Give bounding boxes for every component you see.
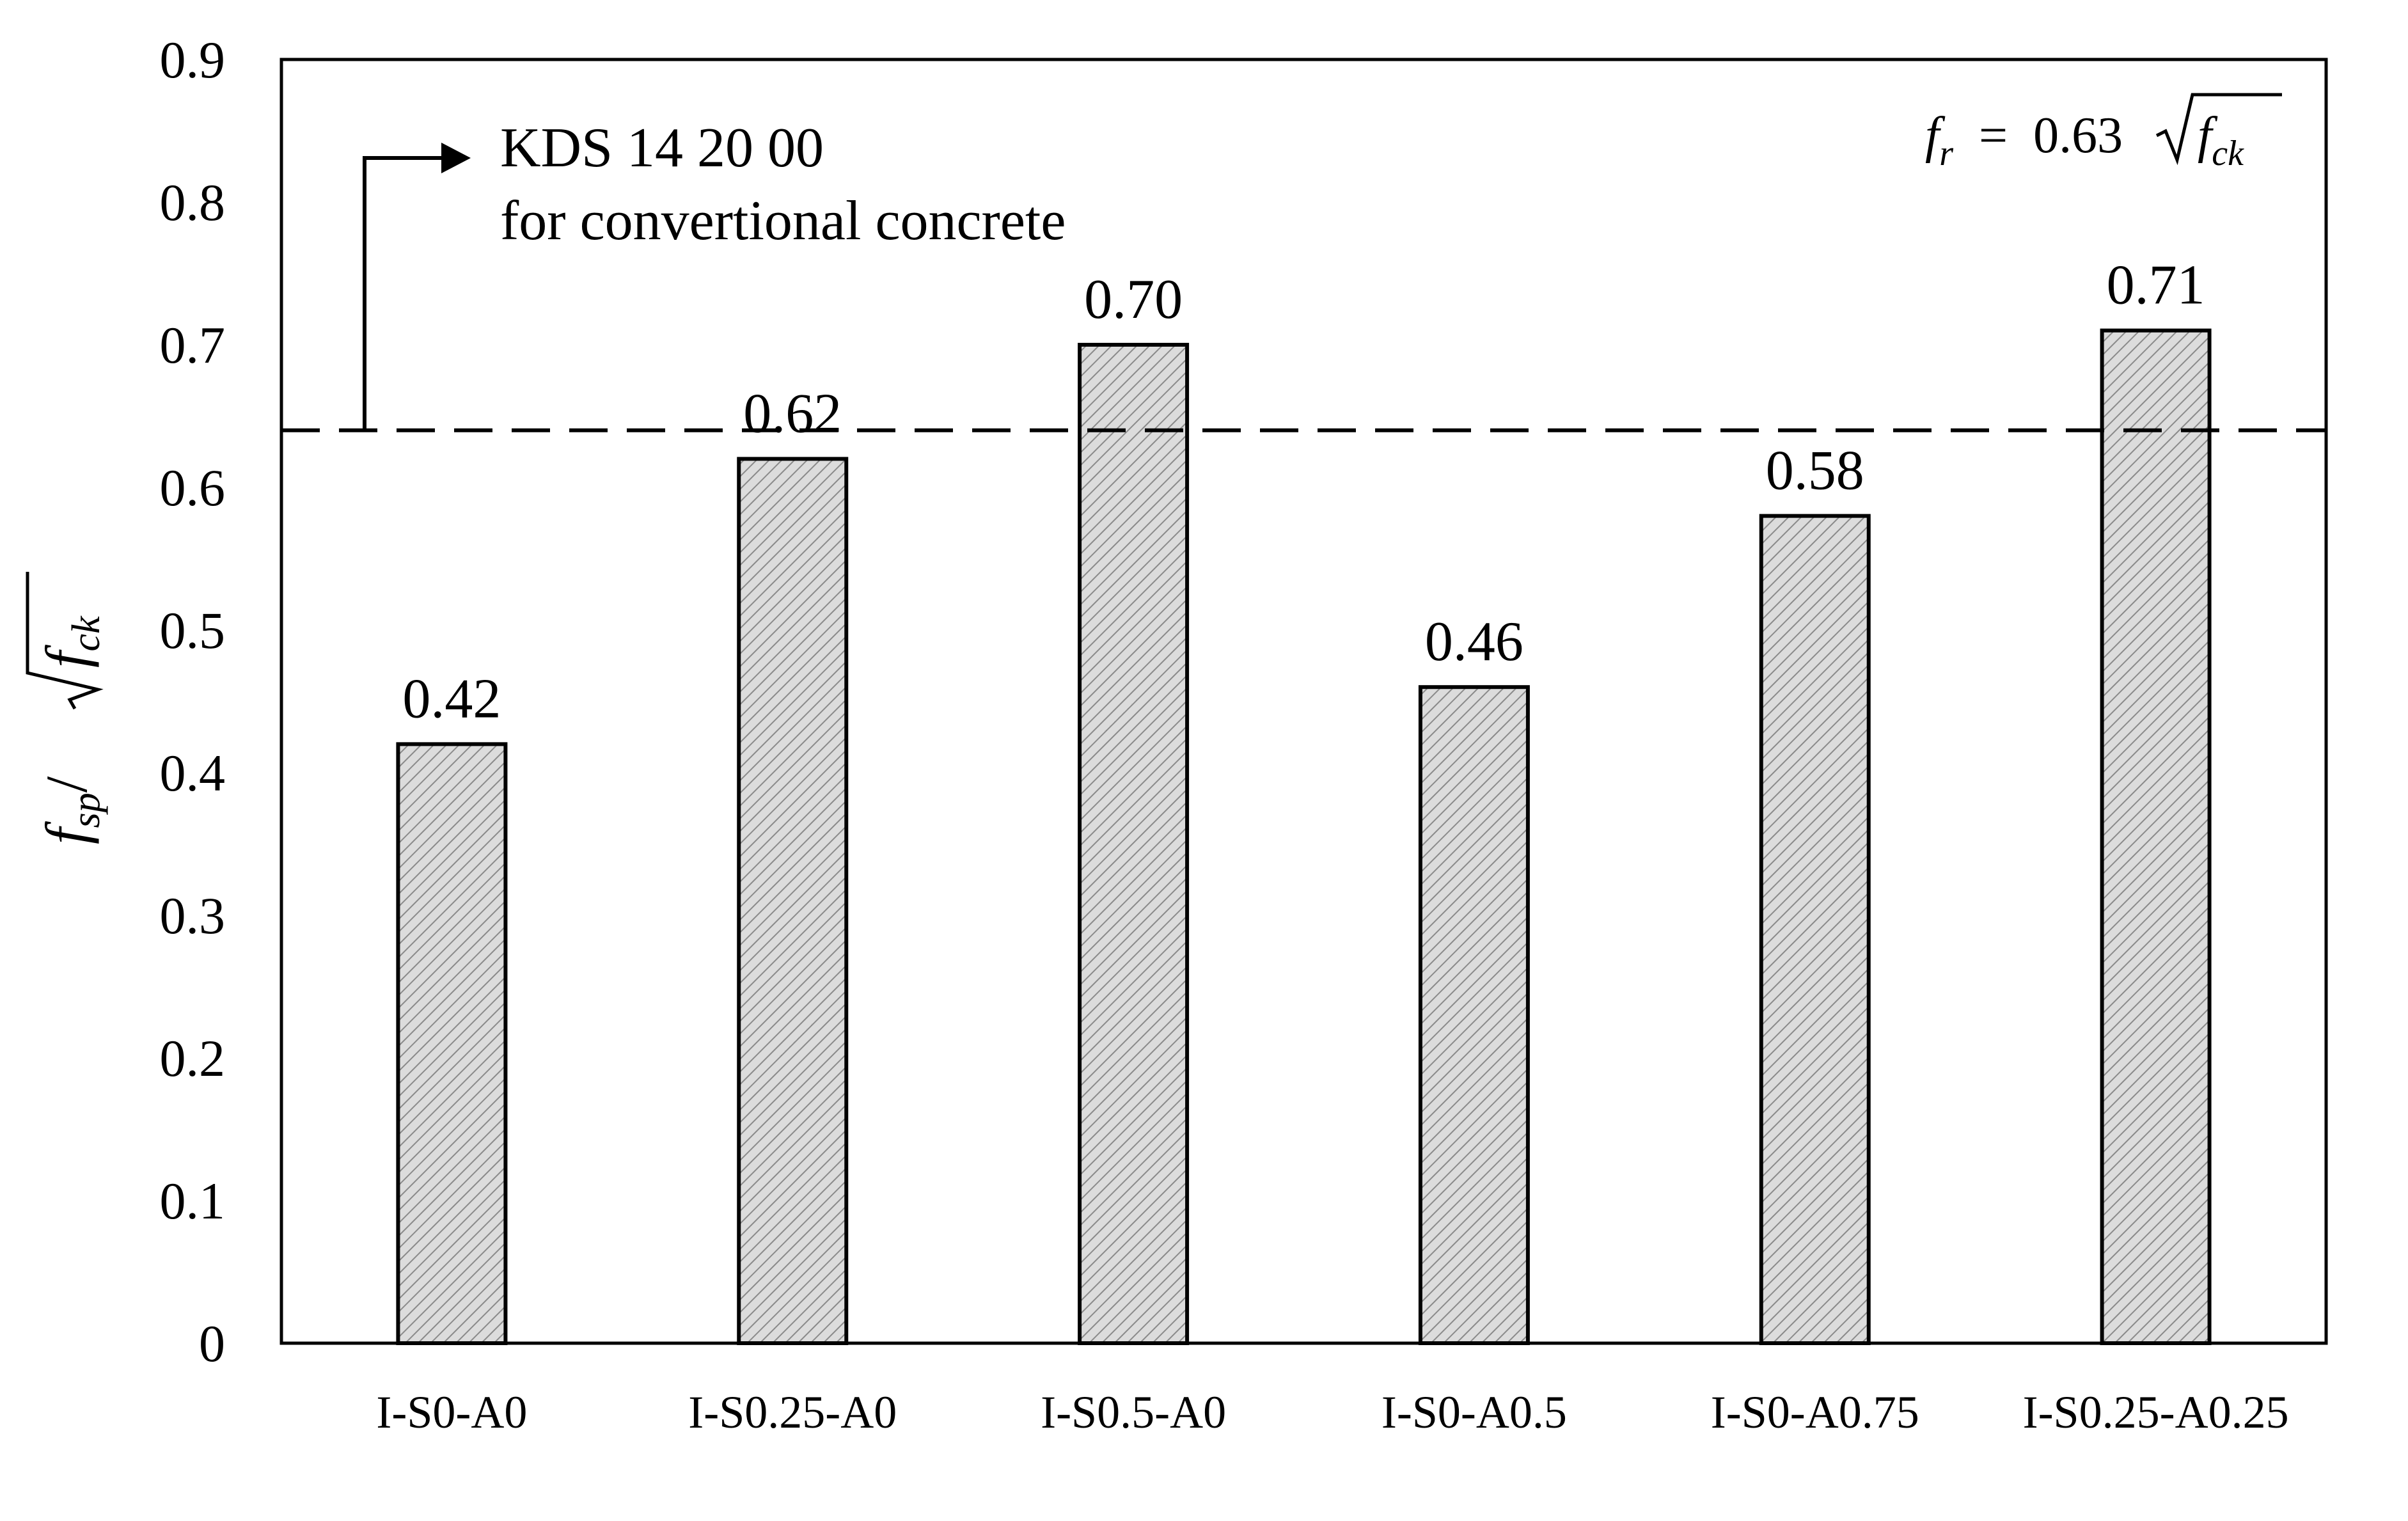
data-label: 0.62 bbox=[743, 382, 842, 445]
y-tick-label: 0.9 bbox=[160, 31, 226, 89]
y-tick-label: 0.7 bbox=[160, 316, 226, 374]
x-tick-label: I-S0.25-A0.25 bbox=[2023, 1387, 2289, 1438]
y-tick-label: 0.2 bbox=[160, 1029, 226, 1087]
svg-text:fck: fck bbox=[2198, 107, 2244, 173]
ylabel-sub: sp bbox=[65, 792, 108, 828]
data-label: 0.71 bbox=[2107, 255, 2205, 317]
y-tick-label: 0.5 bbox=[160, 601, 226, 659]
y-tick-label: 0 bbox=[199, 1314, 225, 1373]
y-tick-label: 0.6 bbox=[160, 459, 226, 517]
y-tick-label: 0.1 bbox=[160, 1172, 226, 1230]
y-tick-label: 0.4 bbox=[160, 744, 226, 802]
annotation-arrow-line bbox=[363, 156, 441, 430]
formula-lhs-sub: r bbox=[1939, 134, 1953, 173]
x-tick-label: I-S0-A0.5 bbox=[1381, 1387, 1567, 1438]
bar bbox=[2100, 328, 2212, 1346]
y-axis-label: fsp/ fck bbox=[26, 572, 108, 844]
x-tick-label: I-S0.25-A0 bbox=[688, 1387, 897, 1438]
x-tick-label: I-S0-A0 bbox=[376, 1387, 527, 1438]
y-tick-label: 0.3 bbox=[160, 887, 226, 945]
reference-label-line2: for convertional concrete bbox=[500, 190, 1066, 252]
ylabel-slash: / bbox=[34, 776, 99, 792]
annotation-arrow-head bbox=[441, 143, 471, 173]
bar bbox=[1418, 685, 1530, 1345]
formula-radical-sign bbox=[2155, 93, 2282, 166]
reference-label-line1: KDS 14 20 00 bbox=[500, 117, 824, 179]
data-label: 0.42 bbox=[402, 668, 501, 730]
y-axis-tick-labels: 0 0.1 0.2 0.3 0.4 0.5 0.6 0.7 0.8 0.9 bbox=[160, 31, 226, 1373]
data-label: 0.46 bbox=[1425, 611, 1523, 673]
x-axis-category-labels: I-S0-A0 I-S0.25-A0 I-S0.5-A0 I-S0-A0.5 I-S0-… bbox=[376, 1387, 2288, 1438]
plot-area bbox=[279, 58, 2328, 1345]
formula: fr = 0.63 fck bbox=[1925, 93, 2282, 173]
svg-text:fsp/: fsp/ bbox=[34, 776, 108, 844]
data-label: 0.58 bbox=[1766, 440, 1864, 502]
bar bbox=[737, 457, 849, 1345]
formula-coef: 0.63 bbox=[2033, 107, 2123, 164]
formula-equals: = bbox=[1979, 107, 2008, 164]
ylabel-radical-sign bbox=[26, 572, 104, 710]
x-tick-label: I-S0-A0.75 bbox=[1711, 1387, 1919, 1438]
svg-text:fr=0.63: fr = 0.63 bbox=[1925, 107, 2123, 173]
formula-radicand-sub: ck bbox=[2212, 134, 2244, 173]
bar bbox=[396, 742, 508, 1345]
bar-series bbox=[396, 328, 2212, 1346]
bar bbox=[1078, 343, 1190, 1345]
y-tick-label: 0.8 bbox=[160, 173, 226, 232]
x-tick-label: I-S0.5-A0 bbox=[1041, 1387, 1226, 1438]
bar bbox=[1759, 514, 1871, 1345]
svg-text:fck: fck bbox=[34, 615, 108, 668]
ylabel-radicand-sub: ck bbox=[65, 615, 108, 652]
data-labels: 0.42 0.62 0.70 0.46 0.58 0.71 bbox=[402, 255, 2205, 730]
data-label: 0.70 bbox=[1084, 269, 1183, 331]
